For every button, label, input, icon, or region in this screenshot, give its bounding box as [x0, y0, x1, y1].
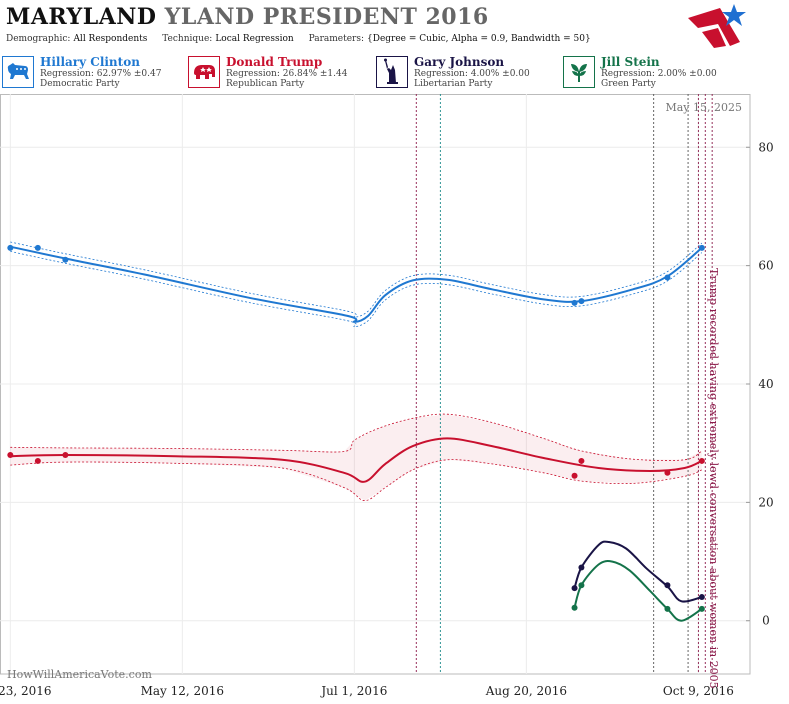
title-state: MARYLAND [6, 4, 157, 30]
candidate-name: Hillary Clinton [40, 55, 140, 69]
donald-trumpregression-line [10, 437, 703, 483]
gary-johnsonpoll-point [698, 594, 705, 601]
y-tick-label: 0 [762, 614, 770, 628]
demographic-value: All Respondents [73, 34, 148, 44]
hillary-clintonpoll-point [34, 244, 41, 251]
hillary-clintonupper-bound [10, 241, 703, 318]
candidate-party: Libertarian Party [414, 79, 493, 89]
hillary-clintonpoll-point [578, 298, 585, 305]
y-tick-label: 60 [758, 259, 773, 273]
x-tick-label: Aug 20, 2016 [485, 684, 567, 698]
donkey-icon [2, 56, 34, 88]
donald-trumppoll-point [62, 452, 69, 459]
hillary-clintonregression-line [10, 245, 703, 323]
donald-trumppoll-point [34, 457, 41, 464]
candidate-party: Green Party [601, 79, 656, 89]
candidate-regression: Regression: 4.00% ±0.00 [414, 69, 530, 79]
candidate-regression: Regression: 62.97% ±0.47 [40, 69, 162, 79]
candidate-name: Donald Trump [226, 55, 323, 69]
gary-johnsonpoll-point [571, 585, 578, 592]
hillary-clintonlower-bound [10, 251, 703, 328]
page-title: MARYLAND YLAND PRESIDENT 2016 [6, 4, 489, 30]
candidate-card-clinton: Hillary Clinton Regression: 62.97% ±0.47… [2, 54, 190, 92]
jill-steinpoll-point [664, 605, 671, 612]
candidate-regression: Regression: 26.84% ±1.44 [226, 69, 348, 79]
jill-steinpoll-point [578, 582, 585, 589]
jill-steinregression-line [573, 560, 703, 622]
donald-trumppoll-point [698, 457, 705, 464]
y-tick-label: 40 [758, 377, 773, 391]
donald-trumplower-bound [10, 459, 702, 502]
x-tick-label: Mar 23, 2016 [0, 684, 52, 698]
y-tick-label: 80 [758, 140, 773, 154]
donald-trumppoll-point [571, 472, 578, 479]
candidate-name: Jill Stein [601, 55, 660, 69]
site-logo-icon [688, 4, 746, 48]
gary-johnsonregression-line [573, 540, 703, 603]
y-tick-label: 20 [758, 495, 773, 509]
event-annotation: Trump recorded having extremely lewd con… [707, 268, 720, 689]
x-tick-label: Oct 9, 2016 [663, 684, 734, 698]
hillary-clintonpoll-point [62, 256, 69, 263]
technique-value: Local Regression [215, 34, 294, 44]
donald-trumpconfidence-band [10, 414, 702, 501]
title-suffix: YLAND PRESIDENT 2016 [164, 4, 489, 30]
gary-johnsonpoll-point [578, 564, 585, 571]
parameters-line: Demographic: All Respondents Technique: Lo… [6, 34, 603, 44]
technique-label: Technique: [162, 34, 213, 44]
donald-trumppoll-point [578, 457, 585, 464]
candidate-party: Democratic Party [40, 79, 120, 89]
x-tick-label: May 12, 2016 [141, 684, 224, 698]
hillary-clintonpoll-point [664, 274, 671, 281]
donald-trumpupper-bound [10, 413, 703, 461]
candidate-card-trump: Donald Trump Regression: 26.84% ±1.44 Re… [188, 54, 376, 92]
candidate-card-stein: Jill Stein Regression: 2.00% ±0.00 Green… [563, 54, 751, 92]
poll-regression-chart: Mar 23, 2016 May 12, 2016 Jul 1, 2016 Aug 2… [0, 94, 774, 698]
parameters-value: {Degree = Cubic, Alpha = 0.9, Bandwidth … [367, 34, 591, 44]
jill-steinpoll-point [571, 604, 578, 611]
hillary-clintonpoll-point [7, 244, 14, 251]
hillary-clintonpoll-point [698, 244, 705, 251]
date-label: May 15, 2025 [665, 101, 742, 114]
candidate-party: Republican Party [226, 79, 305, 89]
donald-trumppoll-point [7, 452, 14, 459]
hillary-clintonpoll-point [571, 299, 578, 306]
elephant-icon [188, 56, 220, 88]
donald-trumppoll-point [664, 469, 671, 476]
watermark: HowWillAmericaVote.com [7, 668, 152, 681]
candidate-regression: Regression: 2.00% ±0.00 [601, 69, 717, 79]
candidate-name: Gary Johnson [414, 55, 505, 69]
parameters-label: Parameters: [308, 34, 365, 44]
statue-of-liberty-icon [376, 56, 408, 88]
demographic-label: Demographic: [6, 34, 71, 44]
x-tick-label: Jul 1, 2016 [319, 684, 387, 698]
gary-johnsonpoll-point [664, 582, 671, 589]
leaf-icon [563, 56, 595, 88]
candidate-card-johnson: Gary Johnson Regression: 4.00% ±0.00 Lib… [376, 54, 564, 92]
jill-steinpoll-point [698, 605, 705, 612]
